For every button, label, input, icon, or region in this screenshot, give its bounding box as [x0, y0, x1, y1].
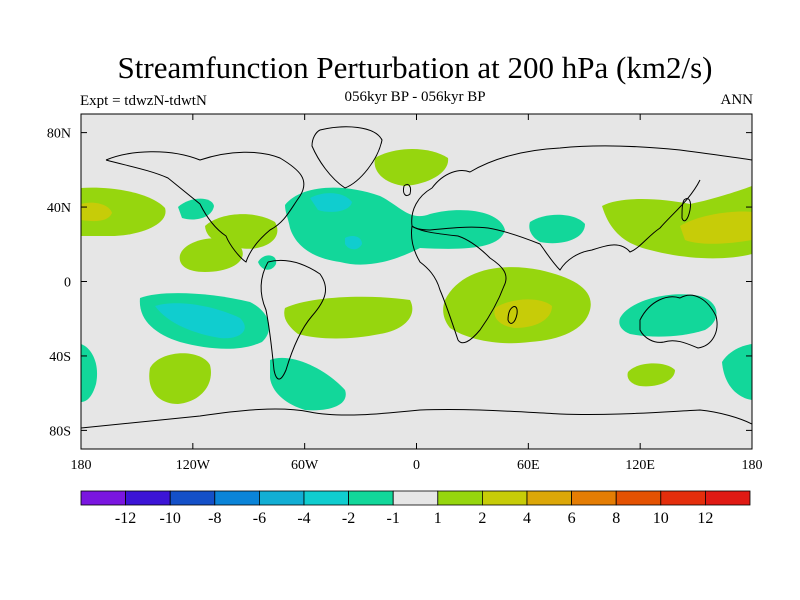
y-tick-label: 80S: [49, 424, 71, 439]
fill-sepac-core: [155, 303, 245, 339]
colorbar-swatch: [437, 490, 483, 506]
y-tick-label: 80N: [47, 127, 71, 142]
y-tick-label: 40N: [47, 201, 71, 216]
colorbar-label: 1: [434, 510, 442, 527]
x-axis: 180 120W 60W 0 60E 120E 180: [71, 114, 763, 473]
fill-spac-pos: [149, 353, 211, 404]
colorbar-label: 12: [697, 510, 713, 527]
colorbar-label: -4: [297, 510, 310, 527]
coast-japan: [681, 197, 691, 222]
coast-madagascar: [507, 306, 518, 324]
x-tick-label: 180: [742, 458, 763, 473]
fill-swpac-neg: [722, 344, 752, 400]
y-tick-label: 40S: [49, 350, 71, 365]
x-tick-label: 60W: [291, 458, 319, 473]
contour-fills: [81, 149, 752, 411]
coastlines: [81, 126, 752, 429]
colorbar-label: -2: [342, 510, 355, 527]
coast-south-america: [260, 260, 327, 380]
colorbar-label: -10: [160, 510, 181, 527]
fill-carib-neg: [258, 255, 277, 270]
colorbar-label: 4: [523, 510, 531, 527]
colorbar-label: 10: [653, 510, 669, 527]
experiment-label: Expt = tdwzN-tdwtN: [80, 93, 207, 109]
colorbar-swatch: [258, 490, 305, 506]
fill-saus-pos: [627, 363, 675, 387]
colorbar-swatch: [481, 490, 528, 506]
colorbar-swatch: [571, 490, 617, 506]
coast-north-america: [105, 151, 305, 263]
colorbar: -12 -10 -8 -6 -4 -2 -1 1 2 4 6 8 10 12: [80, 490, 751, 527]
colorbar-swatch: [80, 490, 126, 506]
colorbar-swatch: [526, 490, 572, 506]
fill-swpac-neg-left: [81, 344, 98, 402]
x-tick-label: 60E: [517, 458, 540, 473]
colorbar-swatch: [214, 490, 260, 506]
fill-cpac-pos: [179, 238, 243, 272]
y-tick-label: 0: [64, 276, 71, 291]
colorbar-swatch: [348, 490, 394, 506]
fill-wpac-core: [680, 211, 752, 244]
fill-npac-left-core: [81, 202, 112, 222]
coast-africa: [411, 225, 507, 344]
x-tick-label: 0: [413, 458, 420, 473]
colorbar-label: 6: [568, 510, 576, 527]
colorbar-label: -8: [208, 510, 221, 527]
fill-eur-pos: [374, 149, 449, 186]
fill-npac-left: [81, 187, 166, 236]
colorbar-label: -12: [115, 510, 136, 527]
fill-satl-pos: [284, 296, 413, 339]
fill-sthocean-neg: [270, 357, 346, 411]
colorbar-label: 8: [612, 510, 620, 527]
chart-title: Streamfunction Perturbation at 200 hPa (…: [117, 50, 713, 85]
fill-alaska-neg: [178, 198, 214, 220]
fill-india-neg: [529, 214, 585, 244]
coast-antarctica: [81, 408, 752, 429]
colorbar-swatch: [392, 490, 439, 506]
season-label: ANN: [720, 92, 754, 108]
x-tick-label: 180: [71, 458, 92, 473]
colorbar-label: -1: [387, 510, 400, 527]
colorbar-swatch: [169, 490, 216, 506]
colorbar-label: 2: [478, 510, 486, 527]
coast-uk: [403, 183, 411, 197]
y-axis: 80N 40N 0 40S 80S: [47, 127, 752, 439]
coast-eurasia: [411, 145, 752, 271]
chart-subtitle: 056kyr BP - 056kyr BP: [344, 89, 486, 105]
colorbar-swatch: [660, 490, 706, 506]
coast-australia: [639, 294, 718, 349]
colorbar-swatch: [615, 490, 662, 506]
coast-greenland: [311, 126, 383, 189]
colorbar-swatch: [705, 490, 751, 506]
colorbar-label: -6: [253, 510, 266, 527]
x-tick-label: 120E: [625, 458, 655, 473]
fill-natl-core2: [345, 236, 362, 250]
fill-natl-core: [310, 193, 352, 212]
fill-aus-neg: [619, 294, 717, 337]
colorbar-swatch: [303, 490, 349, 506]
x-tick-label: 120W: [176, 458, 211, 473]
colorbar-swatch: [125, 490, 171, 506]
